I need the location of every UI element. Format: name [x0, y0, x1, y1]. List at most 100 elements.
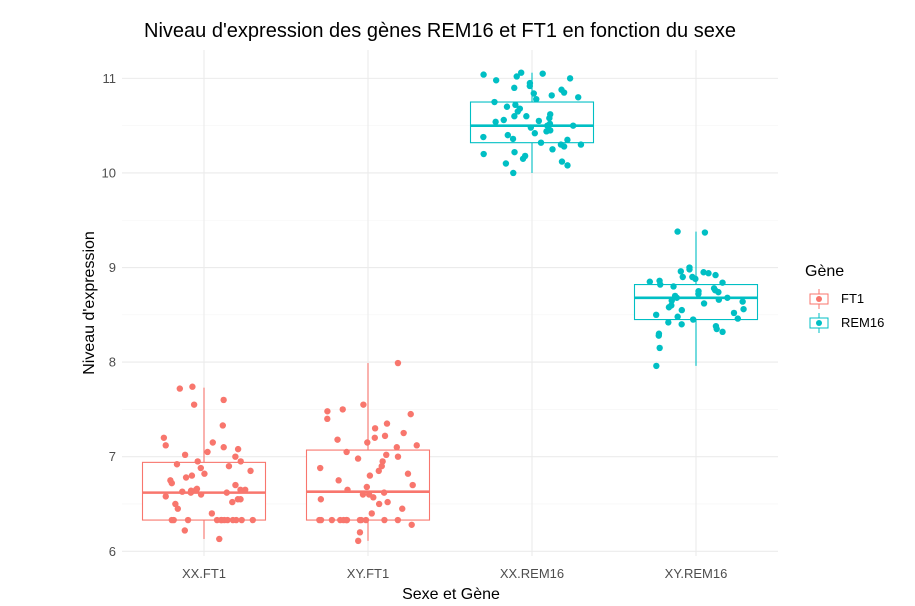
- data-point: [394, 453, 402, 460]
- data-point: [375, 500, 383, 508]
- box-XY.FT1: [305, 363, 431, 541]
- data-point: [371, 425, 379, 432]
- data-point: [232, 481, 239, 489]
- data-point: [400, 429, 407, 437]
- data-point: [504, 131, 512, 139]
- box-plot-boxes: [141, 72, 759, 541]
- data-point: [190, 401, 198, 408]
- data-point: [521, 152, 529, 160]
- data-point: [564, 136, 571, 144]
- data-point: [344, 486, 351, 493]
- data-point: [656, 277, 663, 284]
- data-point: [324, 415, 331, 423]
- legend-title: Gène: [805, 263, 844, 280]
- data-point: [229, 498, 236, 506]
- y-tick-label: 6: [109, 544, 116, 559]
- data-point: [238, 516, 245, 524]
- data-point: [197, 464, 205, 472]
- data-point: [700, 300, 708, 307]
- data-point: [665, 319, 672, 326]
- data-point: [527, 124, 535, 131]
- data-point: [695, 287, 702, 295]
- data-point: [317, 496, 325, 503]
- data-point: [393, 444, 401, 451]
- y-tick-label: 8: [109, 355, 116, 370]
- data-point: [558, 158, 566, 165]
- data-point: [408, 521, 415, 528]
- x-axis-title: Sexe et Gène: [402, 586, 500, 603]
- data-point: [362, 516, 370, 524]
- data-point: [364, 439, 371, 446]
- data-point: [655, 330, 663, 337]
- data-point: [394, 516, 402, 524]
- data-point: [533, 95, 540, 103]
- data-point: [354, 455, 362, 462]
- data-point: [220, 396, 227, 404]
- x-tick-label: XY.FT1: [347, 566, 389, 581]
- data-point: [216, 535, 223, 543]
- data-point: [197, 491, 205, 498]
- data-point: [510, 169, 517, 177]
- data-point: [324, 408, 331, 415]
- box-XX.FT1: [141, 387, 267, 539]
- data-point: [480, 150, 487, 158]
- data-point: [511, 84, 518, 92]
- box-iqr: [469, 101, 595, 144]
- y-tick-label: 7: [109, 449, 116, 464]
- data-point: [366, 472, 374, 479]
- data-point: [247, 467, 254, 475]
- legend-label: FT1: [841, 291, 864, 306]
- legend: Gène FT1 REM16: [805, 263, 884, 333]
- data-point: [219, 422, 226, 429]
- data-point: [380, 489, 388, 496]
- data-point: [677, 268, 685, 275]
- data-point: [363, 483, 371, 491]
- data-point: [517, 69, 525, 76]
- data-point: [548, 92, 555, 99]
- data-point: [204, 448, 211, 456]
- data-point: [242, 486, 249, 493]
- data-point: [232, 453, 239, 460]
- data-point: [182, 474, 190, 481]
- data-point: [225, 462, 233, 470]
- data-point: [740, 305, 747, 313]
- data-point: [189, 383, 196, 390]
- data-point: [394, 359, 402, 367]
- data-point: [547, 111, 554, 118]
- data-point: [162, 442, 169, 449]
- data-point: [360, 401, 367, 408]
- y-axis-ticks: 6 7 8 9 10 11: [102, 71, 116, 559]
- data-point: [668, 302, 675, 309]
- box-XY.REM16: [633, 231, 759, 366]
- data-point: [502, 160, 510, 167]
- data-point: [339, 406, 346, 413]
- data-point: [407, 410, 414, 418]
- data-point: [674, 228, 681, 235]
- data-point: [503, 103, 511, 110]
- data-point: [335, 477, 342, 484]
- data-point: [530, 90, 537, 97]
- data-point: [187, 487, 195, 494]
- data-point: [492, 77, 500, 84]
- legend-key-FT1: FT1: [809, 289, 864, 309]
- legend-key-point: [816, 320, 822, 326]
- data-point: [383, 420, 391, 427]
- data-point: [575, 94, 582, 101]
- legend-key-point: [816, 296, 822, 302]
- data-point: [646, 278, 654, 285]
- data-point: [701, 229, 709, 236]
- data-point: [220, 444, 227, 451]
- data-point: [668, 297, 675, 304]
- data-point: [343, 516, 350, 524]
- data-point: [404, 470, 412, 477]
- data-point: [172, 500, 179, 508]
- data-point: [173, 461, 181, 468]
- data-point: [739, 298, 746, 305]
- data-point: [516, 105, 524, 112]
- data-point: [316, 516, 323, 524]
- data-point: [512, 101, 519, 109]
- data-point: [181, 451, 189, 458]
- y-tick-label: 11: [103, 71, 117, 86]
- data-point: [354, 537, 362, 545]
